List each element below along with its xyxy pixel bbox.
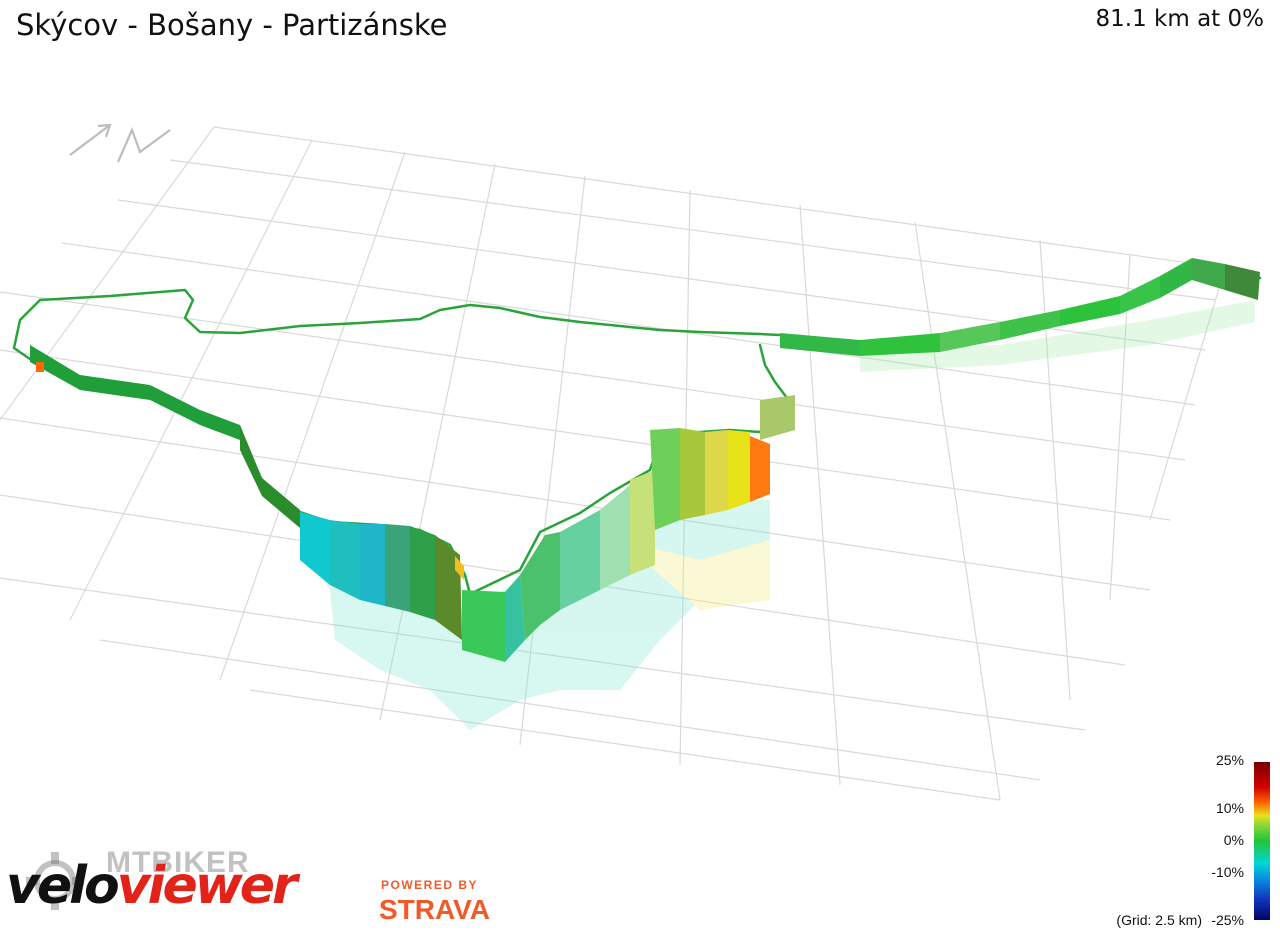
- veloviewer-logo[interactable]: veloviewer: [6, 860, 298, 912]
- logo-velo: velo: [6, 856, 120, 916]
- route-title: Skýcov - Bošany - Partizánske: [16, 8, 448, 42]
- grid-scale-note: (Grid: 2.5 km): [1116, 912, 1202, 928]
- logo-viewer: viewer: [116, 856, 298, 916]
- legend-label-25: 25%: [1215, 752, 1244, 768]
- powered-by-label: POWERED BY: [381, 878, 479, 892]
- branding-footer: MTBIKER veloviewer POWERED BY STRAVA: [0, 840, 560, 933]
- route-wall: [30, 258, 1260, 662]
- mtbiker-watermark: MTBIKER: [106, 846, 250, 879]
- north-arrow-icon: [69, 123, 171, 163]
- gradient-legend: 25% 10% 0% -10% -25% (Grid: 2.5 km): [1000, 752, 1280, 933]
- steep-markers: [36, 362, 464, 580]
- legend-label-minus-10: -10%: [1211, 864, 1244, 880]
- route-reflection: [310, 300, 1255, 730]
- legend-label-minus-25: -25%: [1211, 912, 1244, 928]
- gear-icon: [26, 852, 84, 910]
- legend-label-10: 10%: [1215, 800, 1244, 816]
- legend-label-0: 0%: [1223, 832, 1244, 848]
- gradient-color-scale: [1254, 762, 1270, 920]
- route-summary: 81.1 km at 0%: [1095, 6, 1264, 32]
- strava-logo[interactable]: STRAVA: [379, 894, 490, 925]
- perspective-grid: [0, 126, 1226, 801]
